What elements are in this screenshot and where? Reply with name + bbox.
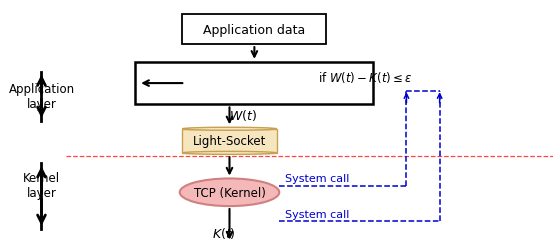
Text: $W(t)$: $W(t)$ (229, 108, 257, 122)
Text: Application data: Application data (204, 24, 305, 36)
FancyBboxPatch shape (182, 129, 276, 153)
Ellipse shape (180, 179, 279, 206)
Text: Kernel
layer: Kernel layer (23, 171, 60, 199)
Text: if $W(t) - K(t) \leq \epsilon$: if $W(t) - K(t) \leq \epsilon$ (318, 70, 413, 85)
Ellipse shape (182, 152, 276, 155)
Text: System call: System call (285, 174, 349, 184)
Text: Light-Socket: Light-Socket (193, 135, 266, 148)
Text: $K(t)$: $K(t)$ (212, 225, 236, 240)
FancyBboxPatch shape (182, 15, 326, 45)
Text: System call: System call (285, 209, 349, 219)
Text: TCP (Kernel): TCP (Kernel) (194, 186, 265, 199)
Text: Application
layer: Application layer (8, 82, 75, 110)
Ellipse shape (182, 128, 276, 131)
